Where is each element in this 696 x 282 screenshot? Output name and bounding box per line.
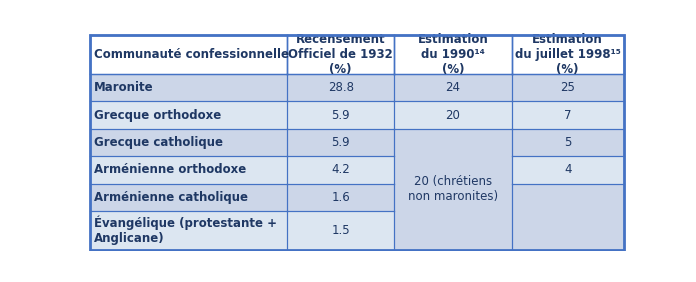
Text: Estimation
du 1990¹⁴
(%): Estimation du 1990¹⁴ (%)	[418, 33, 488, 76]
Text: Estimation
du juillet 1998¹⁵
(%): Estimation du juillet 1998¹⁵ (%)	[515, 33, 621, 76]
Text: 4: 4	[564, 163, 571, 176]
Bar	[90, 211, 287, 250]
Bar	[287, 129, 394, 156]
Text: 5.9: 5.9	[331, 109, 350, 122]
Bar	[394, 101, 512, 129]
Bar	[287, 74, 394, 101]
Text: 5: 5	[564, 136, 571, 149]
Text: Recensement
Officiel de 1932
(%): Recensement Officiel de 1932 (%)	[288, 33, 393, 76]
Text: 20: 20	[445, 109, 460, 122]
Bar	[90, 74, 287, 101]
Bar	[394, 129, 512, 250]
Text: 25: 25	[560, 81, 575, 94]
Text: Maronite: Maronite	[94, 81, 154, 94]
Text: Grecque catholique: Grecque catholique	[94, 136, 223, 149]
Text: Communauté confessionnelle: Communauté confessionnelle	[94, 48, 289, 61]
Text: 7: 7	[564, 109, 571, 122]
Bar	[287, 101, 394, 129]
Text: 20 (chrétiens
non maronites): 20 (chrétiens non maronites)	[408, 175, 498, 203]
Text: Grecque orthodoxe: Grecque orthodoxe	[94, 109, 221, 122]
Bar	[90, 184, 287, 211]
Bar	[394, 35, 512, 74]
Bar	[512, 156, 624, 184]
Bar	[512, 184, 624, 250]
Bar	[512, 101, 624, 129]
Bar	[287, 211, 394, 250]
Text: 1.6: 1.6	[331, 191, 350, 204]
Bar	[287, 35, 394, 74]
Bar	[512, 35, 624, 74]
Text: 1.5: 1.5	[331, 224, 350, 237]
Text: 24: 24	[445, 81, 460, 94]
Bar	[512, 129, 624, 156]
Bar	[287, 184, 394, 211]
Bar	[287, 156, 394, 184]
Bar	[512, 74, 624, 101]
Bar	[90, 156, 287, 184]
Text: 28.8: 28.8	[328, 81, 354, 94]
Text: Évangélique (protestante +
Anglicane): Évangélique (protestante + Anglicane)	[94, 216, 277, 245]
Bar	[90, 35, 287, 74]
Bar	[90, 101, 287, 129]
Text: 4.2: 4.2	[331, 163, 350, 176]
Bar	[90, 129, 287, 156]
Text: Arménienne orthodoxe: Arménienne orthodoxe	[94, 163, 246, 176]
Text: Arménienne catholique: Arménienne catholique	[94, 191, 248, 204]
Text: 5.9: 5.9	[331, 136, 350, 149]
Bar	[394, 74, 512, 101]
